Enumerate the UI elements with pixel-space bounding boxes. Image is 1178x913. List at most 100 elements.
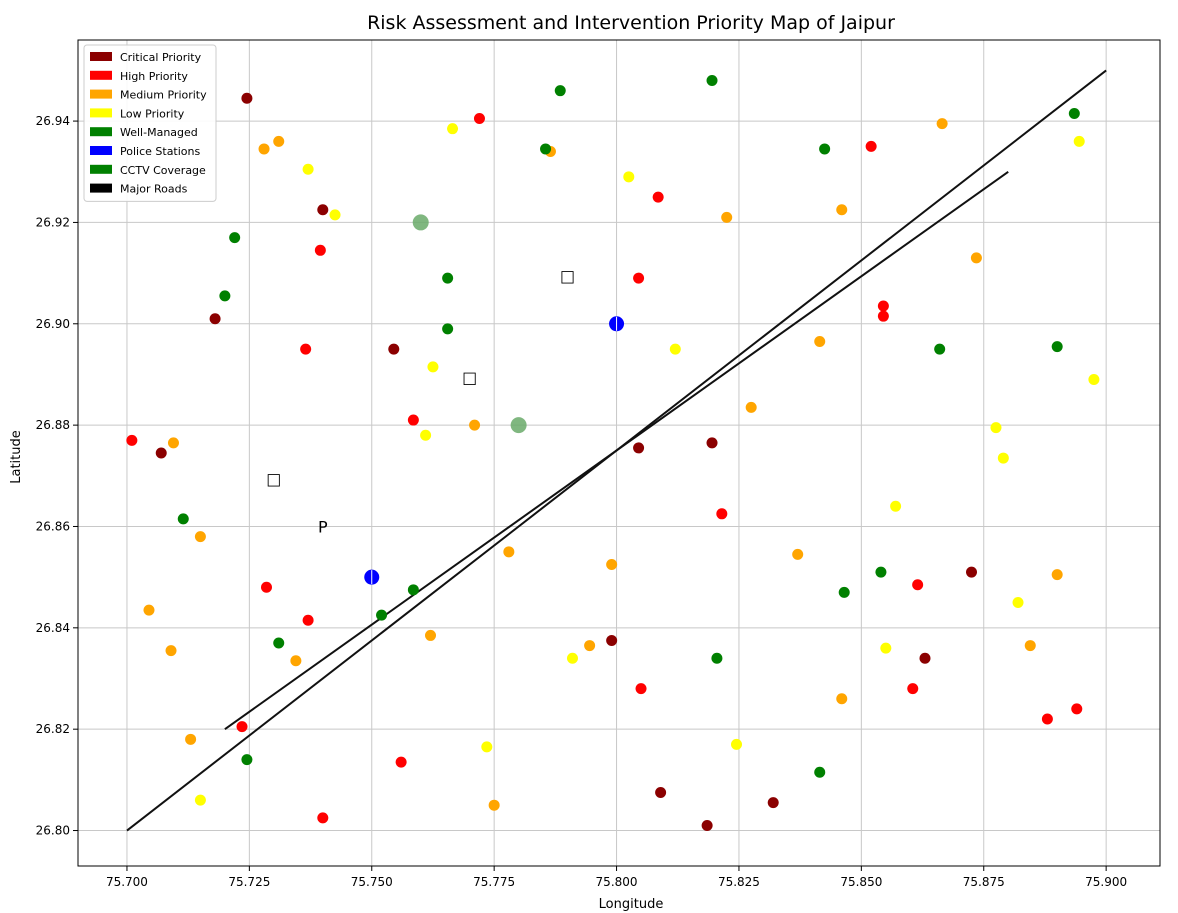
well-managed-point: [814, 766, 826, 778]
data-points: [126, 75, 1100, 831]
map-annotation: □: [266, 469, 281, 488]
high-point: [912, 579, 924, 591]
low-point: [194, 794, 206, 806]
low-point: [1012, 596, 1024, 608]
critical-point: [155, 447, 167, 459]
chart-title: Risk Assessment and Intervention Priorit…: [367, 12, 895, 34]
legend-label: CCTV Coverage: [120, 164, 206, 177]
high-point: [126, 434, 138, 446]
low-point: [447, 123, 459, 135]
well-managed-point: [219, 290, 231, 302]
high-point: [716, 508, 728, 520]
legend-label: High Priority: [120, 70, 188, 83]
well-managed-point: [838, 586, 850, 598]
low-point: [427, 361, 439, 373]
high-point: [302, 614, 314, 626]
low-point: [566, 652, 578, 664]
low-point: [1073, 135, 1085, 147]
high-point: [877, 300, 889, 312]
plot-frame: [77, 39, 1161, 867]
map-annotation: □: [560, 267, 575, 286]
critical-point: [767, 797, 779, 809]
high-point: [317, 812, 329, 824]
legend-label: Medium Priority: [120, 89, 207, 102]
medium-point: [606, 558, 618, 570]
y-tick-label: 26.94: [36, 114, 70, 128]
legend-label: Well-Managed: [120, 126, 198, 139]
high-point: [236, 721, 248, 733]
critical-point: [317, 204, 329, 216]
high-point: [300, 343, 312, 355]
medium-point: [503, 546, 515, 558]
x-tick-label: 75.850: [840, 875, 882, 889]
high-point: [652, 191, 664, 203]
legend-swatch: [90, 164, 112, 174]
medium-point: [584, 640, 596, 652]
medium-point: [1024, 640, 1036, 652]
cctv-point: [412, 214, 429, 231]
well-managed-point: [442, 272, 454, 284]
low-point: [420, 429, 432, 441]
y-tick-label: 26.88: [36, 418, 70, 432]
critical-point: [655, 787, 667, 799]
x-tick-label: 75.875: [963, 875, 1005, 889]
low-point: [890, 500, 902, 512]
high-point: [314, 244, 326, 256]
low-point: [623, 171, 635, 183]
legend-label: Major Roads: [120, 183, 188, 196]
critical-point: [606, 634, 618, 646]
x-tick-label: 75.900: [1085, 875, 1127, 889]
major-road-line: [224, 170, 1009, 730]
high-point: [473, 113, 485, 125]
y-tick-label: 26.90: [36, 317, 70, 331]
legend-swatch: [90, 89, 112, 99]
high-point: [1071, 703, 1083, 715]
high-point: [635, 683, 647, 695]
low-point: [481, 741, 493, 753]
legend-swatch: [90, 52, 112, 61]
legend-swatch: [90, 127, 112, 137]
critical-point: [209, 313, 221, 325]
y-tick-label: 26.92: [36, 215, 70, 229]
legend-swatch: [90, 108, 112, 118]
critical-point: [388, 343, 400, 355]
x-axis-label: Longitude: [599, 897, 664, 912]
map-annotation: P: [318, 517, 328, 536]
legend-label: Low Priority: [120, 107, 185, 120]
well-managed-point: [540, 143, 552, 155]
axis-ticks: 75.700 75.725 75.750 75.775 75.800 75.825 75.8…: [36, 114, 1128, 889]
well-managed-point: [934, 343, 946, 355]
critical-point: [241, 92, 253, 104]
well-managed-point: [711, 652, 723, 664]
medium-point: [721, 211, 733, 223]
high-point: [260, 581, 272, 593]
legend: Critical Priority High Priority Medium Pri…: [83, 44, 217, 202]
medium-point: [273, 135, 285, 147]
low-point: [880, 642, 892, 654]
high-point: [395, 756, 407, 768]
low-point: [329, 209, 341, 221]
low-point: [997, 452, 1009, 464]
medium-point: [194, 531, 206, 543]
major-roads: [126, 69, 1107, 832]
y-tick-label: 26.84: [36, 621, 70, 635]
y-tick-label: 26.80: [36, 824, 70, 838]
medium-point: [185, 733, 197, 745]
well-managed-point: [376, 609, 388, 621]
high-point: [407, 414, 419, 426]
critical-point: [919, 652, 931, 664]
legend-swatch: [90, 70, 112, 80]
x-tick-label: 75.750: [351, 875, 393, 889]
well-managed-point: [1051, 341, 1063, 353]
medium-point: [488, 799, 500, 811]
well-managed-point: [554, 85, 566, 97]
x-tick-label: 75.725: [228, 875, 270, 889]
legend-box: [83, 44, 217, 202]
high-point: [907, 683, 919, 695]
y-tick-label: 26.86: [36, 519, 70, 533]
x-tick-label: 75.800: [596, 875, 638, 889]
y-axis-label: Latitude: [9, 430, 24, 484]
medium-point: [167, 437, 179, 449]
x-tick-label: 75.825: [718, 875, 760, 889]
